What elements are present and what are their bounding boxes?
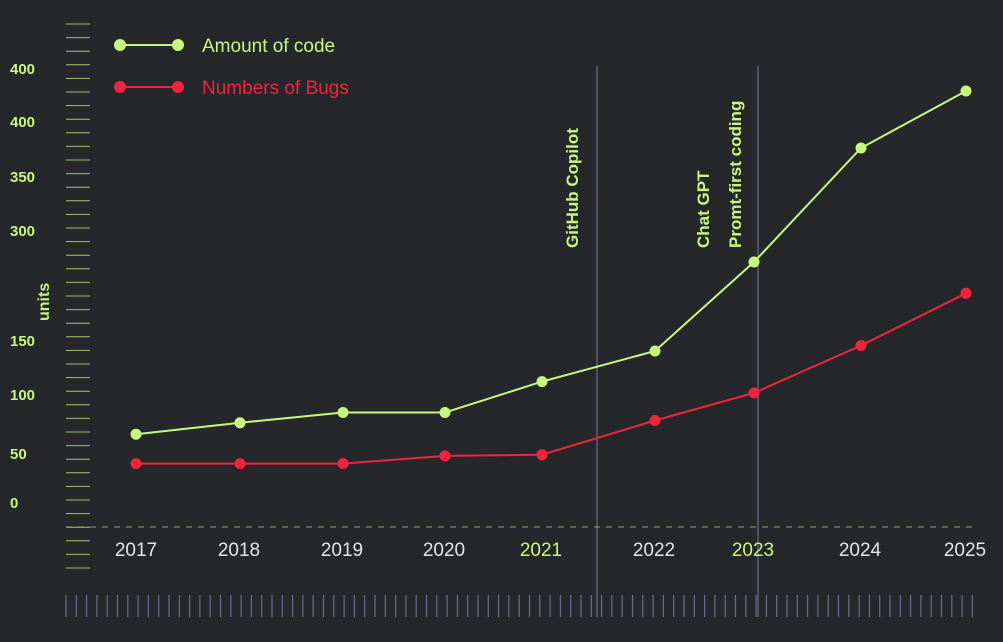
- x-tick-label: 2022: [633, 540, 675, 561]
- y-tick-label: 400: [10, 114, 35, 131]
- legend-label: Numbers of Bugs: [202, 78, 349, 99]
- data-point-bugs: [536, 449, 548, 461]
- x-tick-label: 2018: [218, 540, 260, 561]
- data-point-code: [234, 417, 246, 429]
- data-point-code: [649, 345, 661, 357]
- legend-marker: [114, 39, 126, 51]
- data-point-bugs: [649, 415, 661, 426]
- x-tick-label: 2023: [732, 540, 774, 561]
- legend-marker: [172, 39, 184, 51]
- legend-marker: [114, 81, 126, 93]
- y-axis-label: units: [36, 283, 53, 321]
- x-tick-label: 2020: [423, 540, 465, 561]
- data-point-code: [536, 376, 548, 388]
- data-point-bugs: [130, 458, 142, 470]
- series-group: [130, 85, 972, 470]
- y-tick-label: 0: [10, 495, 18, 512]
- x-tick-label: 2024: [839, 540, 882, 561]
- x-tick-label: 2017: [115, 540, 157, 561]
- x-tick-labels: 2017 2018 2019 2020 2021 2022 2023 2024 2025: [115, 540, 986, 561]
- event-lines: [596, 66, 759, 617]
- data-point-bugs: [748, 387, 760, 399]
- y-tick-label: 400: [10, 61, 35, 78]
- legend-marker: [172, 81, 184, 93]
- x-tick-label: 2021: [520, 540, 562, 561]
- decorative-ticks: [65, 23, 974, 617]
- y-tick-label: 350: [10, 169, 35, 186]
- annotation-copilot: GitHub Copilot: [563, 128, 582, 248]
- legend: Amount of code Numbers of Bugs: [114, 36, 349, 99]
- data-point-bugs: [855, 340, 867, 351]
- annotations: GitHub Copilot Chat GPT Promt-first coding: [563, 101, 745, 248]
- y-tick-label: 300: [10, 223, 35, 240]
- y-tick-label: 150: [10, 333, 35, 350]
- series-line-code: [135, 90, 967, 436]
- data-point-bugs: [337, 458, 349, 470]
- data-point-code: [439, 407, 451, 418]
- x-tick-label: 2025: [944, 540, 986, 561]
- legend-label: Amount of code: [202, 36, 335, 57]
- data-point-code: [855, 142, 867, 154]
- y-tick-labels: 0 50 100 150 300 350 400 400: [10, 61, 35, 512]
- data-point-code: [337, 407, 349, 418]
- data-point-bugs: [439, 450, 451, 462]
- data-point-code: [960, 85, 972, 97]
- y-tick-label: 100: [10, 387, 35, 404]
- data-point-code: [748, 256, 760, 268]
- data-point-bugs: [960, 287, 972, 299]
- y-tick-label: 50: [10, 446, 27, 463]
- data-point-code: [130, 428, 142, 440]
- annotation-prompt-first: Promt-first coding: [726, 101, 745, 248]
- annotation-chatgpt: Chat GPT: [694, 170, 713, 248]
- data-point-bugs: [234, 458, 246, 470]
- x-tick-label: 2019: [321, 540, 363, 561]
